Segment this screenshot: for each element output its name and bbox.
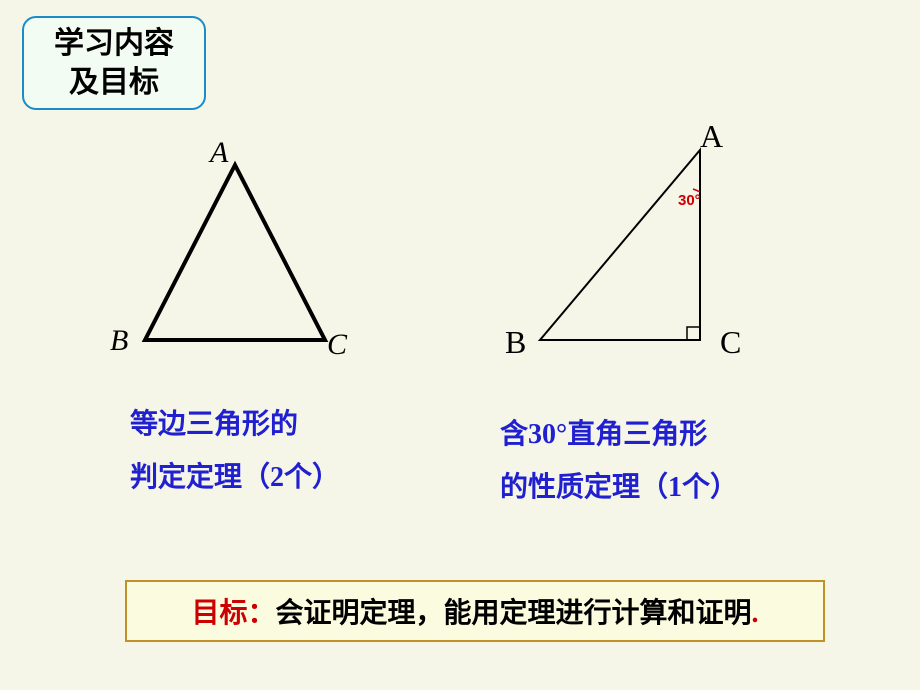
rt-label-b: B: [505, 324, 526, 361]
rt-label-a: A: [700, 118, 723, 155]
caption-left: 等边三角形的 判定定理（2个）: [130, 398, 340, 504]
caption-left-line1: 等边三角形的: [130, 398, 340, 451]
goal-suffix: .: [752, 598, 759, 629]
goal-body: 会证明定理，能用定理进行计算和证明: [276, 598, 752, 629]
eq-label-b: B: [110, 324, 128, 358]
caption-right: 含30°直角三角形 的性质定理（1个）: [500, 408, 738, 514]
goal-box: 目标：会证明定理，能用定理进行计算和证明.: [125, 580, 825, 642]
eq-label-a: A: [210, 136, 228, 170]
right-angle-marker: [687, 327, 700, 340]
angle-30-label: 30°: [678, 192, 701, 209]
caption-right-line1: 含30°直角三角形: [500, 408, 738, 461]
goal-prefix: 目标：: [191, 598, 275, 629]
eq-label-c: C: [327, 328, 347, 362]
caption-right-line2: 的性质定理（1个）: [500, 461, 738, 514]
right-triangle: [540, 150, 700, 340]
rt-label-c: C: [720, 324, 741, 361]
caption-left-line2: 判定定理（2个）: [130, 451, 340, 504]
goal-text: 目标：会证明定理，能用定理进行计算和证明.: [191, 591, 758, 631]
equilateral-triangle: [145, 165, 325, 340]
